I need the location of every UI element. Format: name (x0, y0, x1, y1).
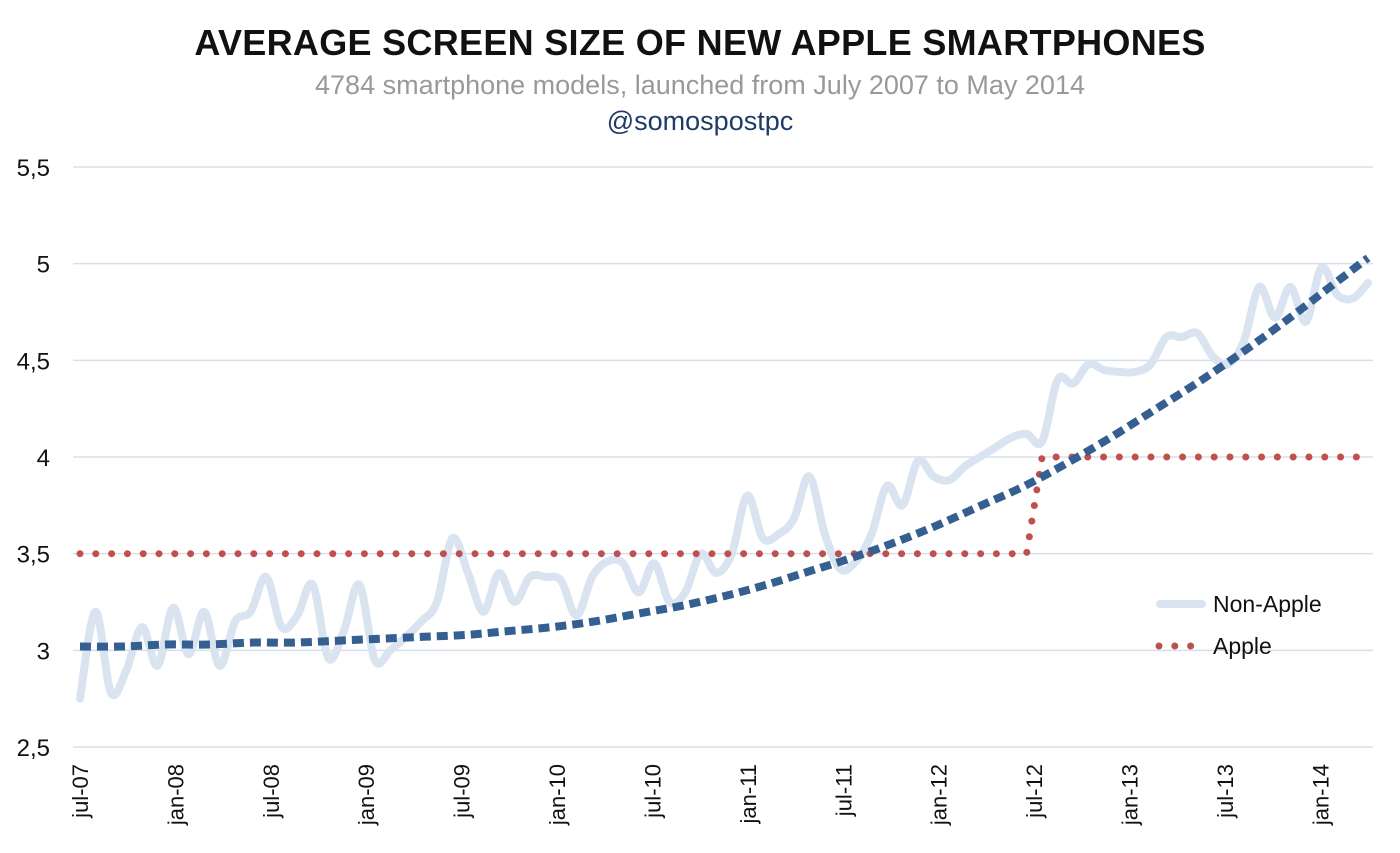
chart-credit: @somospostpc (606, 106, 794, 136)
x-axis: jul-07 jan-08 jul-08 jan-09 jul-09 jan-10 jul-… (68, 764, 1333, 826)
y-tick-label: 2,5 (17, 735, 50, 762)
series-line-apple (76, 453, 1372, 558)
x-tick-label: jul-09 (450, 764, 475, 819)
trend-line (79, 254, 1371, 651)
legend: Non-Apple Apple (1155, 591, 1322, 659)
chart-subtitle: 4784 smartphone models, launched from Ju… (315, 70, 1085, 100)
x-tick-label: jan-08 (163, 764, 188, 826)
legend-label: Apple (1213, 633, 1272, 659)
x-tick-label: jul-07 (68, 764, 93, 819)
y-tick-label: 4,5 (17, 348, 50, 375)
y-tick-label: 3 (37, 638, 50, 665)
x-tick-label: jan-14 (1308, 764, 1333, 826)
chart-title: AVERAGE SCREEN SIZE OF NEW APPLE SMARTPH… (194, 22, 1206, 63)
y-tick-label: 5 (37, 252, 50, 279)
x-tick-label: jan-09 (354, 764, 379, 826)
y-tick-label: 4 (37, 445, 50, 472)
x-tick-label: jul-08 (259, 764, 284, 819)
x-tick-label: jul-10 (640, 764, 665, 819)
x-tick-label: jul-11 (831, 764, 856, 817)
x-tick-label: jul-12 (1022, 764, 1047, 819)
legend-label: Non-Apple (1213, 591, 1322, 617)
y-tick-label: 5,5 (17, 155, 50, 182)
x-tick-label: jan-11 (736, 764, 761, 825)
y-axis: 2,5 3 3,5 4 4,5 5 5,5 (17, 155, 50, 762)
x-tick-label: jan-10 (545, 764, 570, 826)
x-tick-label: jul-13 (1213, 764, 1238, 819)
y-tick-label: 3,5 (17, 542, 50, 569)
x-tick-label: jan-13 (1117, 764, 1142, 826)
series-line-non-apple (76, 263, 1372, 703)
series-layer (76, 254, 1372, 703)
grid-layer (73, 166, 1373, 748)
x-tick-label: jan-12 (927, 764, 952, 826)
